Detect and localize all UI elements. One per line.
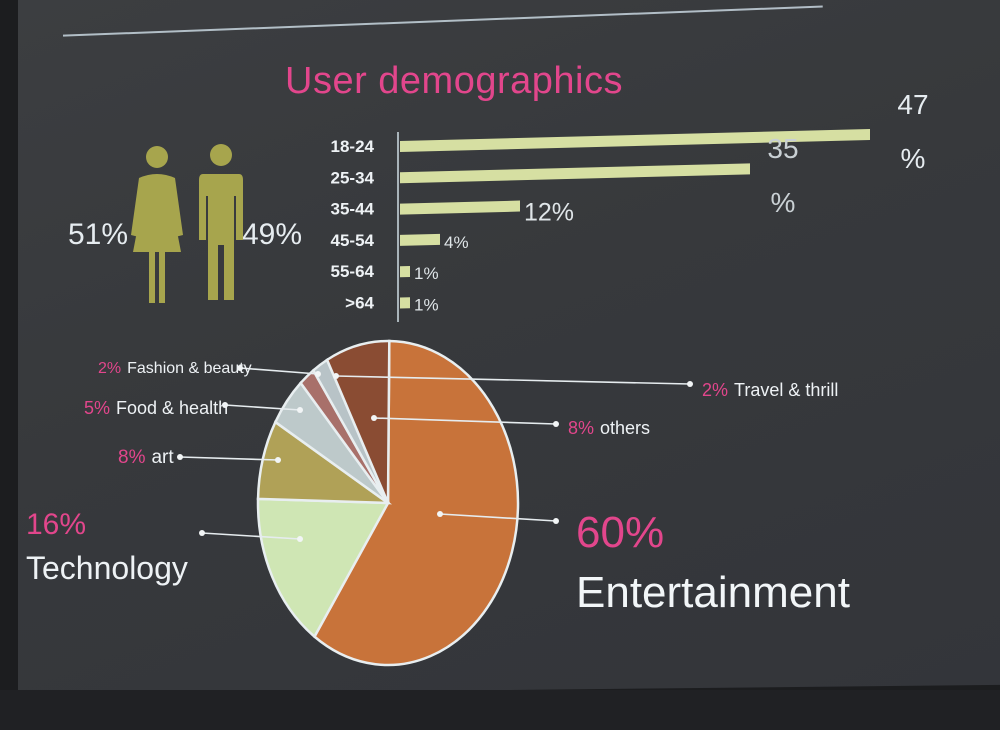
bar-55-64 xyxy=(400,265,410,278)
bar-value-label: 12% xyxy=(524,199,574,227)
pie-leader-dot xyxy=(237,365,243,371)
bar-category-label: 45-54 xyxy=(331,231,375,250)
pie-label-travel: 2% Travel & thrill xyxy=(702,380,839,400)
slide-title: User demographics xyxy=(285,60,623,102)
female-percent: 51% xyxy=(68,218,129,251)
bar-value-25-34: 35% xyxy=(767,133,799,218)
pie-leader-dot xyxy=(297,536,303,542)
bar-25-34 xyxy=(400,163,750,184)
pie-label-food: 5% Food & health xyxy=(84,398,229,418)
pie-label-fashion: 2% Fashion & beauty xyxy=(98,360,252,377)
pie-leader-line xyxy=(335,375,691,385)
pie-leader-dot xyxy=(275,457,281,463)
bar-category-label: 18-24 xyxy=(331,137,375,156)
pie-leader-dot xyxy=(199,530,205,536)
pie-leader-line xyxy=(179,456,279,461)
pie-leader-dot xyxy=(371,415,377,421)
bar-category-label: 35-44 xyxy=(331,200,375,219)
male-percent: 49% xyxy=(242,218,303,251)
pie-leader-dot xyxy=(222,402,228,408)
pie-leader-dot xyxy=(177,454,183,460)
bar-45-54 xyxy=(400,233,440,246)
pie-leader-dot xyxy=(297,407,303,413)
pie-leader-line xyxy=(224,404,301,411)
pie-slice-technology xyxy=(256,497,391,639)
pie-leader-line xyxy=(239,367,319,375)
pie-label-entertainment: 60% Entertainment xyxy=(576,508,850,617)
bar-category-label: 55-64 xyxy=(331,262,375,281)
pie-slice-others xyxy=(325,339,391,504)
female-icon xyxy=(131,146,183,303)
pie-leader-line xyxy=(439,513,557,522)
bar-value-label: 4% xyxy=(444,233,469,252)
screen-bottom-edge xyxy=(0,690,1000,730)
bar-category-label: >64 xyxy=(345,294,374,313)
bar-category-label: 25-34 xyxy=(331,168,375,187)
pie-label-technology: 16% Technology xyxy=(26,508,188,586)
pie-leader-dot xyxy=(315,371,321,377)
bar-value-label: 1% xyxy=(414,264,439,283)
pie-leader-dot xyxy=(553,421,559,427)
pie-label-others: 8% others xyxy=(568,418,651,438)
male-icon xyxy=(199,144,243,300)
pie-slice-entertainment xyxy=(312,339,520,667)
pie-label-art: 8% art xyxy=(118,447,174,468)
bar-18-24 xyxy=(400,129,870,152)
pie-leader-dot xyxy=(553,518,559,524)
pie-leader-dot xyxy=(687,381,693,387)
bar-value-label: 1% xyxy=(414,296,439,315)
pie-leader-line xyxy=(373,417,557,425)
bar->64 xyxy=(400,297,410,309)
bar-35-44 xyxy=(400,200,520,215)
gender-icons xyxy=(131,144,243,303)
pie-leader-line xyxy=(201,532,301,540)
pie-leader-dot xyxy=(437,511,443,517)
pie-leader-dot xyxy=(333,373,339,379)
bar-value-18-24: 47% xyxy=(897,89,929,174)
